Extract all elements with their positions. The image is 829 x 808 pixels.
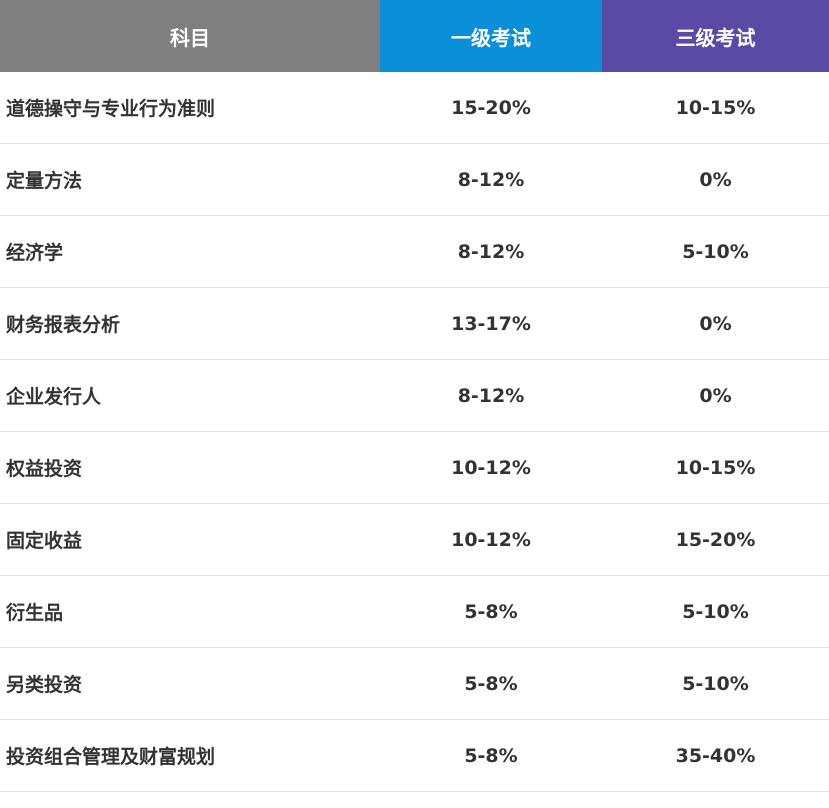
header-subject: 科目 [0,0,380,72]
level1-cell: 10-12% [451,456,531,479]
table-header: 科目 一级考试 三级考试 [0,0,829,72]
level3-cell: 35-40% [675,744,756,767]
level1-cell: 10-12% [451,528,531,551]
table-row: 经济学 8-12% 5-10% [0,216,829,288]
subject-cell: 投资组合管理及财富规划 [6,746,216,768]
level3-cell: 10-15% [675,456,756,479]
table-row: 企业发行人 8-12% 0% [0,360,829,432]
subject-cell: 衍生品 [6,602,64,624]
subject-cell: 定量方法 [6,170,83,192]
subject-cell: 企业发行人 [6,386,102,408]
level3-cell: 0% [699,384,732,407]
level1-cell: 5-8% [464,672,518,695]
level3-cell: 5-10% [682,240,749,263]
subject-cell: 固定收益 [6,530,83,552]
level1-cell: 13-17% [451,312,531,335]
level3-cell: 0% [699,312,732,335]
table-row: 固定收益 10-12% 15-20% [0,504,829,576]
level1-cell: 5-8% [464,600,518,623]
header-level3: 三级考试 [602,0,829,72]
level3-cell: 0% [699,168,732,191]
level1-cell: 5-8% [464,744,518,767]
subject-cell: 道德操守与专业行为准则 [6,98,216,120]
table-row: 财务报表分析 13-17% 0% [0,288,829,360]
table-row: 道德操守与专业行为准则 15-20% 10-15% [0,72,829,144]
table-row: 衍生品 5-8% 5-10% [0,576,829,648]
level3-cell: 10-15% [675,96,756,119]
level3-cell: 5-10% [682,672,749,695]
subject-cell: 权益投资 [6,458,83,480]
level1-cell: 8-12% [457,384,525,407]
subject-cell: 财务报表分析 [6,314,121,336]
subject-cell: 经济学 [6,242,64,264]
table-row: 另类投资 5-8% 5-10% [0,648,829,720]
level1-cell: 8-12% [457,240,525,263]
level3-cell: 5-10% [682,600,749,623]
table-row: 定量方法 8-12% 0% [0,144,829,216]
header-level1: 一级考试 [380,0,602,72]
table-row: 投资组合管理及财富规划 5-8% 35-40% [0,720,829,792]
level3-cell: 15-20% [675,528,756,551]
level1-cell: 8-12% [457,168,525,191]
table-row: 权益投资 10-12% 10-15% [0,432,829,504]
level1-cell: 15-20% [451,96,531,119]
subject-cell: 另类投资 [6,674,83,696]
